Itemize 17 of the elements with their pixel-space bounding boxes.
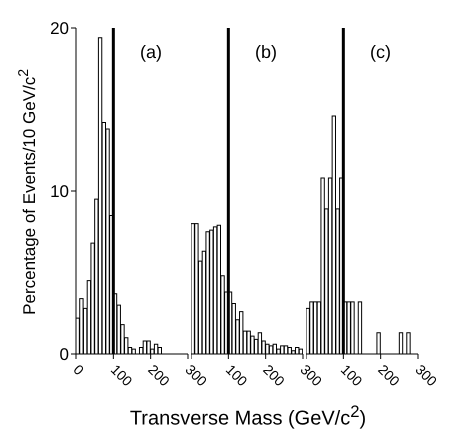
y-tick-label: 0	[60, 345, 69, 364]
x-tick-label: 300	[412, 361, 440, 390]
x-tick-label: 0	[70, 361, 88, 378]
x-tick-label: 100	[338, 361, 366, 390]
x-tick-label: 200	[375, 361, 404, 390]
x-tick-label: 100	[222, 361, 251, 390]
text: (b)	[255, 42, 277, 63]
x-tick-label: 300	[182, 361, 210, 390]
y-tick-label: 20	[50, 19, 69, 38]
x-tick-label: 300	[297, 361, 326, 390]
x-tick-label: 100	[108, 361, 136, 390]
y-tick-label: 10	[50, 182, 69, 202]
x-axis-title: Transverse Mass (GeV/c$^{2}$)	[128, 402, 368, 429]
x-tick-label: 200	[260, 361, 288, 390]
text: (c)	[370, 42, 391, 63]
text: (a)	[140, 42, 162, 63]
x-tick-label: 200	[145, 361, 174, 390]
